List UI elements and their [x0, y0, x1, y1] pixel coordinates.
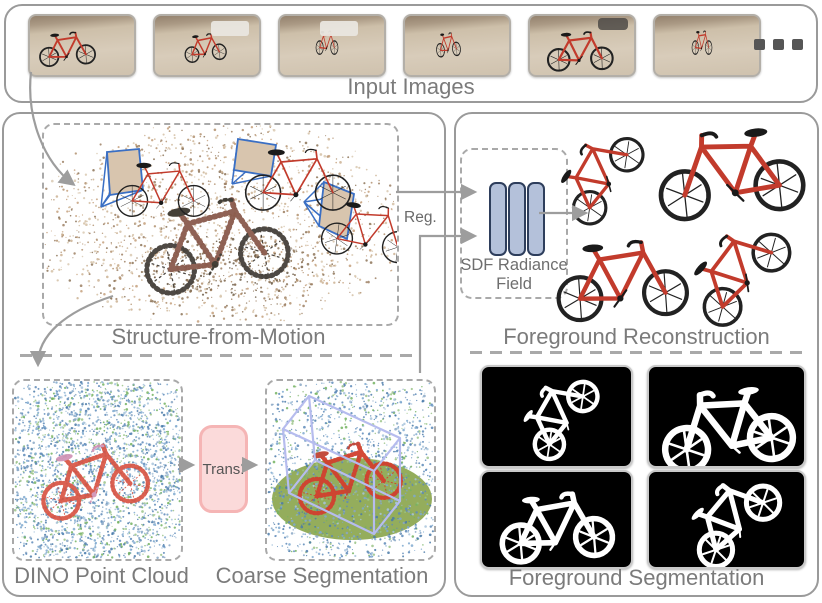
dino-point-cloud — [14, 381, 181, 559]
bicycle-photo-icon — [691, 30, 713, 55]
input-image-thumbnail-6 — [653, 14, 761, 77]
bicycle-photo-icon — [37, 30, 97, 68]
input-image-thumbnail-3 — [278, 14, 386, 77]
bicycle-photo-icon — [434, 31, 462, 58]
mask-bike-silhouette — [654, 375, 799, 468]
segmentation-mask-2 — [647, 365, 806, 468]
coarse-segmentation-box — [265, 379, 436, 561]
mask-bike-silhouette — [509, 367, 605, 466]
reconstruction-panel: SDF Radiance Field Foreground Reconstruc… — [454, 112, 819, 597]
input-image-thumbnail-5 — [528, 14, 636, 77]
mask-bike-silhouette — [496, 488, 616, 566]
input-images-label: Input Images — [347, 74, 475, 99]
bicycle-photo-icon — [545, 30, 615, 73]
reg-label: Reg. — [404, 209, 437, 226]
input-image-thumbnail-4 — [403, 14, 511, 77]
reconstructed-bike-3 — [551, 231, 691, 323]
dino-pointcloud-box — [12, 379, 183, 561]
mask-bike-silhouette — [673, 472, 789, 567]
segmentation-mask-1 — [480, 365, 633, 468]
mlp-layer-bar — [489, 182, 507, 256]
sfm-label: Structure-from-Motion — [111, 324, 326, 349]
trans-label: Trans. — [202, 460, 245, 478]
bicycle-photo-icon — [315, 30, 339, 55]
sfm-pointcloud-box — [42, 123, 399, 326]
segmentation-mask-4 — [647, 470, 806, 569]
sdf-radiance-field-box: SDF Radiance Field — [460, 148, 568, 299]
reconstructed-bike-2 — [651, 116, 810, 223]
input-image-thumbnail-2 — [153, 14, 261, 77]
input-images-panel: Input Images — [4, 4, 818, 103]
input-image-thumbnail-1 — [28, 14, 136, 77]
dino-label: DINO Point Cloud — [14, 563, 189, 588]
left-panel-divider — [20, 354, 418, 357]
right-panel-divider — [470, 351, 804, 354]
foreground-reconstruction-label: Foreground Reconstruction — [503, 324, 770, 349]
coarse-label: Coarse Segmentation — [215, 563, 429, 588]
mlp-layer-bar — [508, 182, 526, 256]
foreground-segmentation-label: Foreground Segmentation — [508, 565, 765, 590]
transformation-box: Trans. — [199, 425, 248, 513]
segmentation-mask-3 — [480, 470, 633, 569]
camera-frustums — [100, 137, 397, 266]
sdf-label: SDF Radiance Field — [460, 256, 568, 293]
bicycle-photo-icon — [182, 31, 228, 64]
ellipsis-icon — [754, 39, 803, 50]
bounding-box-cuboid — [281, 394, 402, 536]
reconstructed-bike-4 — [674, 206, 800, 335]
input-image-row — [28, 14, 761, 77]
mlp-layer-bar — [527, 182, 545, 256]
segmentation-pipeline-panel: Structure-from-Motion Trans. DINO Point … — [2, 112, 446, 597]
